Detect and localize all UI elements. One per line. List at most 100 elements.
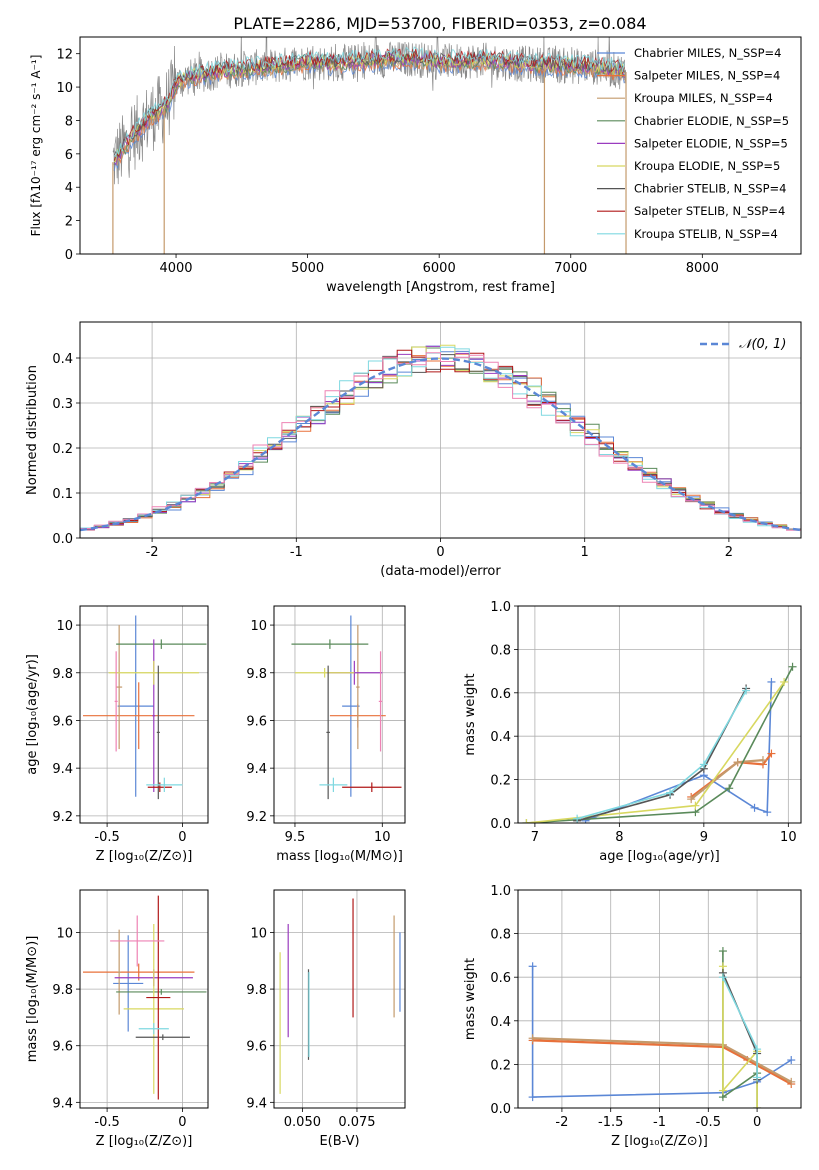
axes-residuals: -2 -1 0 1 2 0.0 0.1 0.2 0.3 0.4 (data-model)/error… (25, 321, 802, 579)
plot-area (279, 898, 401, 1094)
y-tick-label: 9.4 (52, 1096, 73, 1111)
data-point (146, 777, 183, 792)
legend-entry: Chabrier MILES, N_SSP=4 (597, 46, 781, 60)
axes-mass_vs_ebv: 0.050 0.075 9.4 9.6 9.8 10 E(B-V) (246, 889, 406, 1149)
weight-series-line (531, 966, 792, 1098)
data-point (116, 625, 123, 750)
plot-area (80, 344, 801, 532)
y-tick-label: 0.3 (52, 397, 73, 412)
axes-frame (517, 605, 802, 824)
weight-series-line (526, 666, 794, 823)
x-tick-label: -2 (555, 1115, 568, 1130)
x-tick-label: 0 (436, 545, 444, 560)
y-tick-label: 8 (65, 114, 73, 129)
x-axis-label: Z [log₁₀(Z/Z⊙)] (96, 849, 193, 864)
x-tick-label: 7000 (554, 261, 587, 276)
axes-mass_vs_Z: -0.5 0 9.4 9.6 9.8 10 Z [log₁₀(Z/Z⊙)] mass [log… (25, 889, 209, 1149)
weight-marker (666, 788, 675, 797)
weight-series-line (532, 1039, 792, 1085)
weight-marker (758, 756, 767, 765)
data-point (117, 615, 154, 797)
x-tick-label: 0.075 (338, 1115, 375, 1130)
legend-label: Kroupa STELIB, N_SSP=4 (634, 227, 778, 241)
plot-area (83, 615, 207, 800)
data-point (108, 660, 199, 685)
x-tick-label: 4000 (159, 261, 192, 276)
x-tick-label: 0 (178, 830, 186, 845)
axes-frame (79, 605, 209, 824)
data-point (114, 651, 118, 752)
weight-marker (763, 808, 772, 817)
y-axis-label: mass [log₁₀(M/M⊙)] (25, 936, 40, 1063)
x-tick-label: 10 (780, 830, 797, 845)
y-tick-label: 1.0 (490, 884, 511, 899)
legend-label: Salpeter MILES, N_SSP=4 (634, 69, 780, 83)
axes-frame (79, 889, 209, 1109)
x-tick-label: 9 (700, 830, 708, 845)
x-tick-label: 5000 (291, 261, 324, 276)
axes-spectrum: 4000 5000 6000 7000 8000 0 2 4 6 8 10 12 wavelength … (29, 36, 802, 295)
y-tick-label: 10 (56, 619, 73, 634)
legend-entry: 𝒩(0, 1) (700, 337, 786, 352)
weight-marker (753, 1104, 762, 1108)
legend-label: Kroupa ELODIE, N_SSP=5 (634, 159, 780, 173)
x-axis-label: (data-model)/error (380, 564, 501, 579)
legend-entry: Kroupa MILES, N_SSP=4 (597, 91, 773, 105)
x-tick-label: 9.5 (285, 830, 306, 845)
plot-area (522, 662, 797, 823)
x-tick-label: 0 (178, 1115, 186, 1130)
x-tick-label: 0 (753, 1115, 761, 1130)
weight-series-line (576, 688, 747, 822)
x-tick-label: 8 (615, 830, 623, 845)
weight-marker (573, 814, 582, 823)
legend-entry: Kroupa STELIB, N_SSP=4 (597, 227, 778, 241)
weight-marker (528, 1034, 537, 1043)
weight-marker (767, 677, 776, 686)
data-point (291, 639, 369, 649)
y-tick-label: 10 (56, 926, 73, 941)
data-point (342, 615, 360, 797)
plot-area (528, 947, 796, 1108)
weight-marker (699, 760, 708, 769)
axes-age_vs_mass: 9.5 10 9.2 9.4 9.6 9.8 10 mass [log₁₀(M/M⊙)] (246, 605, 406, 864)
data-point (146, 895, 171, 1100)
y-tick-label: 9.6 (52, 714, 73, 729)
weight-marker (718, 973, 727, 982)
axes-frame (273, 889, 406, 1109)
y-tick-label: 4 (65, 181, 73, 196)
legend-label: Chabrier ELODIE, N_SSP=5 (634, 114, 789, 128)
y-axis-label: mass weight (463, 958, 478, 1040)
axes-weight_vs_Z: -2 -1.5 -1 -0.5 0 0.0 0.2 0.4 0.6 0.8 1.0 Z [log₁₀(… (463, 884, 802, 1149)
data-point (138, 1023, 169, 1035)
y-tick-label: 0.4 (490, 1015, 511, 1030)
x-axis-label: mass [log₁₀(M/M⊙)] (276, 849, 403, 864)
y-tick-label: 0.2 (490, 1058, 511, 1073)
data-point (342, 782, 402, 792)
legend-label: 𝒩(0, 1) (739, 337, 786, 352)
data-point (326, 665, 330, 800)
x-tick-label: 1 (581, 545, 589, 560)
y-tick-label: 0.6 (490, 971, 511, 986)
x-tick-label: 6000 (423, 261, 456, 276)
axes-frame (517, 889, 802, 1109)
weight-marker (528, 1093, 537, 1102)
data-point (83, 682, 195, 750)
y-tick-label: 9.4 (246, 762, 267, 777)
data-point (113, 935, 144, 1032)
weight-marker (718, 947, 727, 956)
axes-frame (273, 605, 406, 824)
y-tick-label: 9.8 (246, 983, 267, 998)
weight-marker (753, 1045, 762, 1054)
observed-spectrum-line (112, 37, 627, 185)
weight-marker (750, 803, 759, 812)
figure-title: PLATE=2286, MJD=53700, FIBERID=0353, z=0… (233, 14, 646, 33)
legend-label: Chabrier MILES, N_SSP=4 (634, 46, 781, 60)
x-tick-label: 0.050 (284, 1115, 321, 1130)
data-point (116, 639, 207, 649)
weight-marker (522, 819, 531, 823)
x-tick-label: -1.5 (598, 1115, 623, 1130)
y-tick-label: 0.0 (52, 532, 73, 547)
y-tick-label: 0.2 (490, 774, 511, 789)
data-point (147, 782, 172, 792)
